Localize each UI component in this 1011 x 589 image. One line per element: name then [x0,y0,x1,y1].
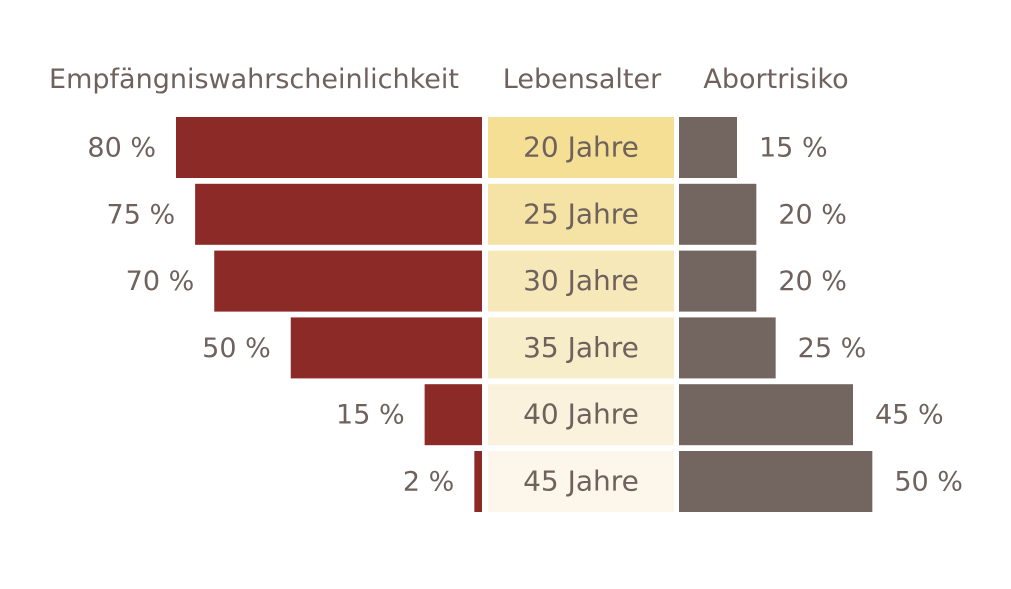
age-label-3: 35 Jahre [523,331,639,364]
left-value-label-5: 2 % [403,467,454,498]
left-value-label-0: 80 % [87,133,156,164]
age-cell-4 [488,384,674,446]
left-value-label-4: 15 % [336,400,405,431]
age-cell-0 [488,117,674,178]
right-value-label-4: 45 % [875,400,944,431]
age-label-1: 25 Jahre [523,197,639,230]
left-value-label-3: 50 % [202,333,271,364]
header-center: Lebensalter [503,64,662,95]
age-cell-1 [488,183,674,245]
left-bar-2 [214,250,482,312]
left-value-label-1: 75 % [107,199,176,230]
left-bar-3 [290,317,482,379]
age-cell-2 [488,250,674,312]
age-cell-3 [488,317,674,379]
left-bar-4 [424,384,482,446]
left-bar-0 [176,117,482,178]
age-cell-5 [488,451,674,512]
right-bar-1 [679,183,757,245]
age-label-5: 45 Jahre [523,465,639,498]
right-value-label-3: 25 % [798,333,867,364]
chart-marks: 80 % 20 Jahre 15 % 75 % 25 Jahre 20 % 70 % 30 J… [87,117,963,512]
right-value-label-5: 50 % [894,467,963,498]
left-bar-5 [474,451,482,512]
age-label-2: 30 Jahre [523,264,639,297]
right-bar-2 [679,250,757,312]
right-bar-3 [679,317,776,379]
right-value-label-2: 20 % [778,266,847,297]
right-bar-0 [679,117,737,178]
left-bar-1 [195,183,482,245]
right-value-label-0: 15 % [759,133,828,164]
left-value-label-2: 70 % [126,266,195,297]
age-label-0: 20 Jahre [523,131,639,164]
right-bar-5 [679,451,873,512]
right-value-label-1: 20 % [778,199,847,230]
header-right: Abortrisiko [703,64,848,95]
header-left: Empfängniswahrscheinlichkeit [49,64,459,95]
right-bar-4 [679,384,853,446]
age-label-4: 40 Jahre [523,398,639,431]
